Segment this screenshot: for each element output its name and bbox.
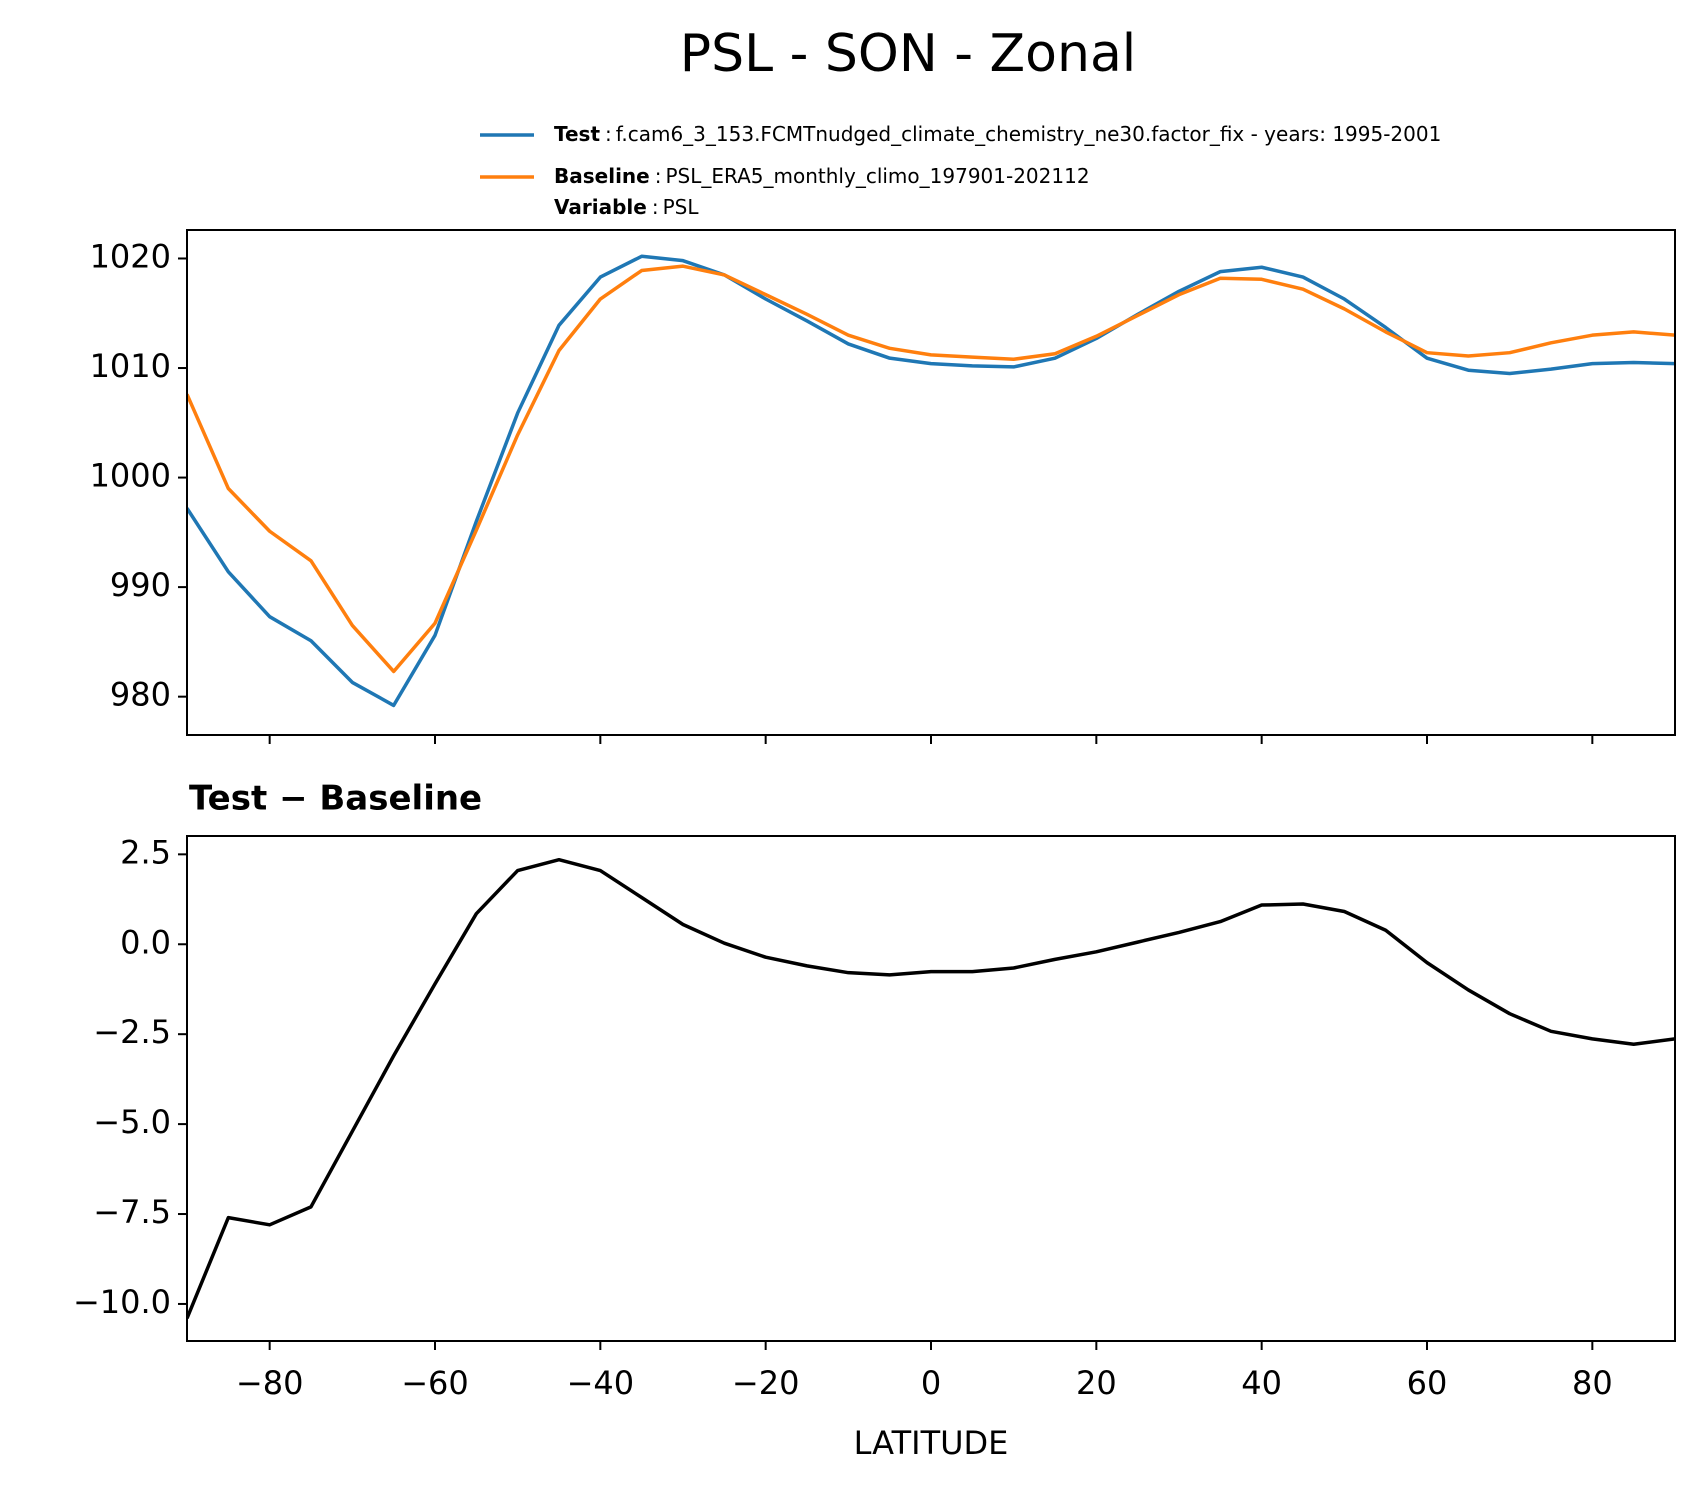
x-tick-label: 60 — [1407, 1364, 1448, 1402]
y-tick-label: 1000 — [90, 457, 171, 495]
y-tick-label: 1010 — [90, 347, 171, 385]
x-tick-label: 80 — [1572, 1364, 1613, 1402]
legend-description: PSL — [663, 195, 700, 219]
x-tick-label: −40 — [567, 1364, 635, 1402]
legend-separator: : — [655, 164, 662, 188]
x-axis-label: LATITUDE — [854, 1424, 1009, 1462]
legend-description: PSL_ERA5_monthly_climo_197901-202112 — [665, 164, 1089, 188]
data-line — [187, 264, 1675, 674]
data-line — [187, 254, 1675, 708]
legend-label: Variable: PSL — [554, 195, 699, 219]
legend-label: Test: f.cam6_3_153.FCMTnudged_climate_che… — [554, 122, 1441, 146]
x-tick-label: 20 — [1076, 1364, 1117, 1402]
y-tick-label: −2.5 — [93, 1013, 171, 1051]
legend-name: Variable — [554, 195, 647, 219]
legend-name: Baseline — [554, 164, 650, 188]
axes-frame — [186, 835, 1676, 1342]
axes-frame — [186, 229, 1676, 736]
x-tick-label: −60 — [401, 1364, 469, 1402]
x-tick-label: 0 — [921, 1364, 941, 1402]
y-tick-label: 2.5 — [120, 833, 171, 871]
y-tick-label: 990 — [110, 566, 171, 604]
legend-separator: : — [652, 195, 659, 219]
x-tick-label: −80 — [236, 1364, 304, 1402]
data-line — [187, 857, 1675, 1320]
y-tick-label: 0.0 — [120, 923, 171, 961]
y-tick-label: 1020 — [90, 237, 171, 275]
axes-title: Test − Baseline — [189, 779, 482, 819]
y-tick-label: −5.0 — [93, 1103, 171, 1141]
y-tick-label: −10.0 — [73, 1283, 171, 1321]
legend-name: Test — [554, 122, 600, 146]
x-tick-label: 40 — [1241, 1364, 1282, 1402]
legend-separator: : — [605, 122, 612, 146]
y-tick-label: 980 — [110, 676, 171, 714]
legend-label: Baseline: PSL_ERA5_monthly_climo_197901-2… — [554, 164, 1090, 188]
legend-description: f.cam6_3_153.FCMTnudged_climate_chemistr… — [616, 122, 1442, 146]
x-tick-label: −20 — [732, 1364, 800, 1402]
figure-title: PSL - SON - Zonal — [680, 24, 1137, 84]
y-tick-label: −7.5 — [93, 1193, 171, 1231]
